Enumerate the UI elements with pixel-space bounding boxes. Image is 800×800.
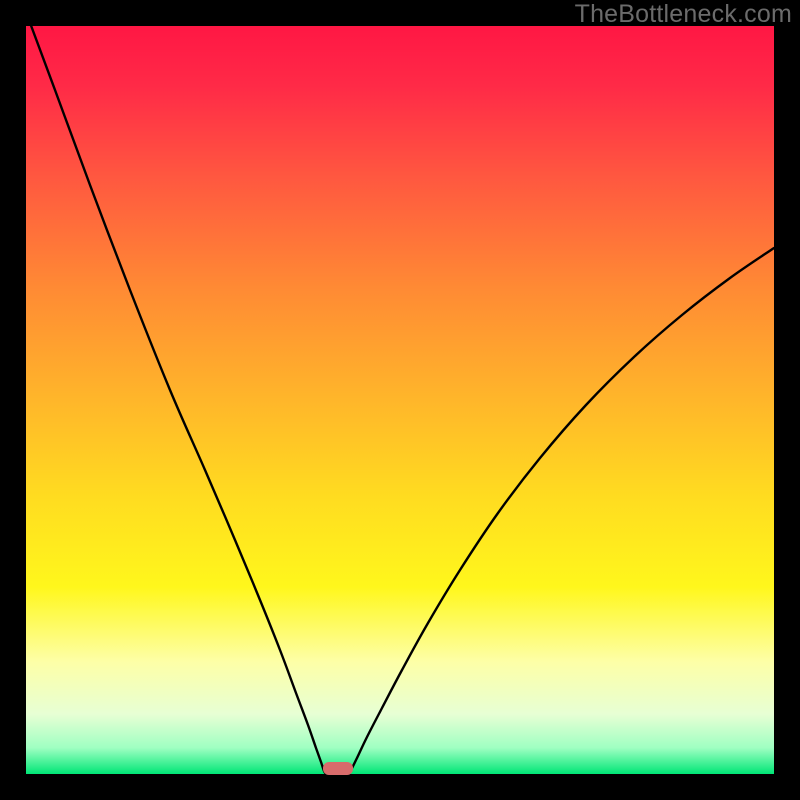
- optimum-marker: [323, 762, 353, 775]
- watermark-text: TheBottleneck.com: [575, 0, 792, 29]
- chart-container: TheBottleneck.com: [0, 0, 800, 800]
- bottleneck-chart: [0, 0, 800, 800]
- plot-background: [26, 26, 774, 774]
